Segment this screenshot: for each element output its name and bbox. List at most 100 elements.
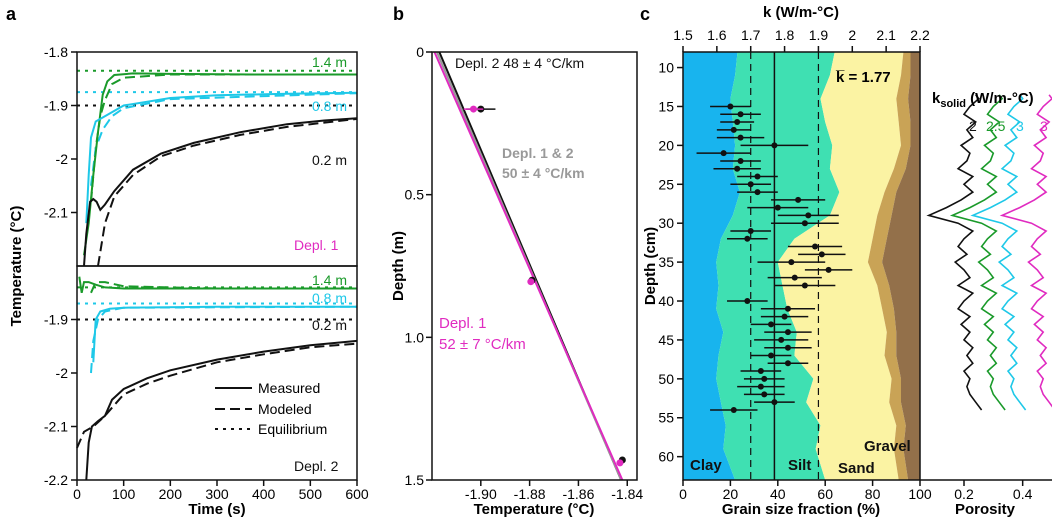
c-k-point	[784, 305, 791, 312]
c-ytick-label: 10	[658, 60, 674, 76]
c-ytick-label: 30	[658, 215, 674, 231]
b-xtick-label: -1.88	[514, 486, 546, 502]
panel-a: -1.8 -1.9 -2 -2.1 1.4 m 0.8 m 0.2 m Depl. 1…	[8, 44, 369, 518]
c-k-point	[805, 212, 812, 219]
porosity-title-k: k	[932, 90, 941, 107]
c-k-point	[737, 111, 744, 118]
modeled-line-black	[76, 342, 358, 449]
measured-line-cyan	[92, 305, 357, 363]
c-k-point	[737, 157, 744, 164]
c-k-point	[791, 274, 798, 281]
c-ytick-label: 15	[658, 98, 674, 114]
a-bottom-label-0p2: 0.2 m	[312, 317, 347, 333]
c-ylabel: Depth (cm)	[642, 227, 659, 305]
a-ylabel: Temperature (°C)	[8, 206, 25, 327]
b-ylabel: Depth (m)	[390, 231, 407, 301]
c-k-point	[788, 259, 795, 266]
c-xlabel: Grain size fraction (%)	[722, 501, 880, 518]
legend-modeled: Modeled	[258, 401, 312, 417]
a-xtick-label: 500	[299, 486, 323, 502]
c-xtick-label: 20	[723, 486, 739, 502]
b-xlabel: Temperature (°C)	[474, 501, 595, 518]
porosity-label-3-cyan: 3	[1016, 118, 1024, 134]
b-xtick-label: -1.84	[611, 486, 643, 502]
c-k-point	[730, 126, 737, 133]
c-k-point	[784, 344, 791, 351]
c-ytick-label: 35	[658, 254, 674, 270]
a-xtick-label: 200	[159, 486, 183, 502]
c-k-point	[778, 336, 785, 343]
c-k-point	[720, 150, 727, 157]
b-xtick-label: -1.86	[562, 486, 594, 502]
panel-label-b: b	[393, 4, 404, 24]
measured-line-black	[85, 339, 358, 481]
c-area-gravel-fine	[867, 52, 911, 480]
modeled-line-black	[97, 117, 358, 267]
c-top-tick-label: 1.7	[741, 27, 761, 43]
porosity-line-cyan	[970, 94, 1027, 411]
a-bottom-label-1p4: 1.4 m	[312, 272, 347, 288]
b-ytick-label: 0.5	[405, 187, 425, 203]
a-xtick-label: 300	[205, 486, 229, 502]
a-bottom-label-0p8: 0.8 m	[312, 290, 347, 306]
legend: Measured Modeled Equilibrium	[215, 380, 327, 437]
c-ytick-label: 40	[658, 293, 674, 309]
b-xtick-label: -1.90	[465, 486, 497, 502]
panel-label-a: a	[6, 4, 17, 24]
c-ytick-label: 60	[658, 449, 674, 465]
legend-measured: Measured	[258, 380, 320, 396]
porosity-xtick-label: 0.2	[954, 486, 974, 502]
panel-label-c: c	[640, 4, 650, 24]
c-label-sand: Sand	[838, 460, 875, 477]
b-annotation-depl1-1: Depl. 1	[439, 315, 487, 332]
c-k-point	[754, 189, 761, 196]
c-k-point	[761, 391, 768, 398]
c-k-point	[774, 204, 781, 211]
c-k-point	[771, 142, 778, 149]
c-k-point	[754, 173, 761, 180]
porosity-label-2: 2	[969, 118, 977, 134]
c-xtick-label: 80	[865, 486, 881, 502]
porosity-title-sub: solid	[940, 98, 966, 110]
c-xtick-label: 60	[817, 486, 833, 502]
c-k-point	[784, 329, 791, 336]
b-annotation-both-2: 50 ± 4 °C/km	[502, 165, 585, 181]
b-ytick-label: 1.0	[405, 329, 425, 345]
c-k-mean: k̅ = 1.77	[835, 69, 890, 86]
c-top-tick-label: 2.2	[910, 27, 930, 43]
c-top-tick-label: 1.5	[673, 27, 693, 43]
b-point-magenta	[527, 278, 535, 286]
c-k-point	[747, 181, 754, 188]
c-k-point	[825, 266, 832, 273]
c-top-tick-label: 2	[848, 27, 856, 43]
c-k-point	[812, 243, 819, 250]
c-ytick-label: 45	[658, 332, 674, 348]
a-xtick-label: 400	[252, 486, 276, 502]
c-k-point	[737, 134, 744, 141]
c-top-xlabel: k (W/m-°C)	[763, 4, 839, 21]
a-top-label-0p8: 0.8 m	[312, 98, 347, 114]
c-k-point	[730, 406, 737, 413]
c-ytick-label: 20	[658, 137, 674, 153]
b-ytick-label: 1.5	[405, 472, 425, 488]
c-top-tick-label: 2.1	[876, 27, 896, 43]
c-xtick-label: 100	[908, 486, 932, 502]
c-k-point	[757, 383, 764, 390]
panel-c: 0 20 40 60 80 100 10 15 20 25 30 35 40 45 50 55 60 1.5 1.6…	[642, 4, 1052, 518]
porosity-label-2p5: 2.5	[986, 118, 1006, 134]
b-ytick-label: 0	[416, 44, 424, 60]
c-k-point	[761, 375, 768, 382]
b-fit-line-magenta	[433, 51, 624, 481]
legend-equilibrium: Equilibrium	[258, 421, 327, 437]
c-label-gravel: Gravel	[864, 438, 911, 455]
porosity-xlabel: Porosity	[955, 501, 1016, 518]
c-k-point	[795, 196, 802, 203]
a-bottom-annotation: Depl. 2	[294, 458, 339, 474]
a-xtick-label: 100	[112, 486, 136, 502]
c-area-silt	[716, 52, 840, 480]
c-k-point	[727, 103, 734, 110]
a-top-annotation: Depl. 1	[294, 237, 339, 253]
c-k-point	[744, 235, 751, 242]
c-k-point	[757, 368, 764, 375]
a-ytick-label: -1.9	[44, 98, 68, 114]
